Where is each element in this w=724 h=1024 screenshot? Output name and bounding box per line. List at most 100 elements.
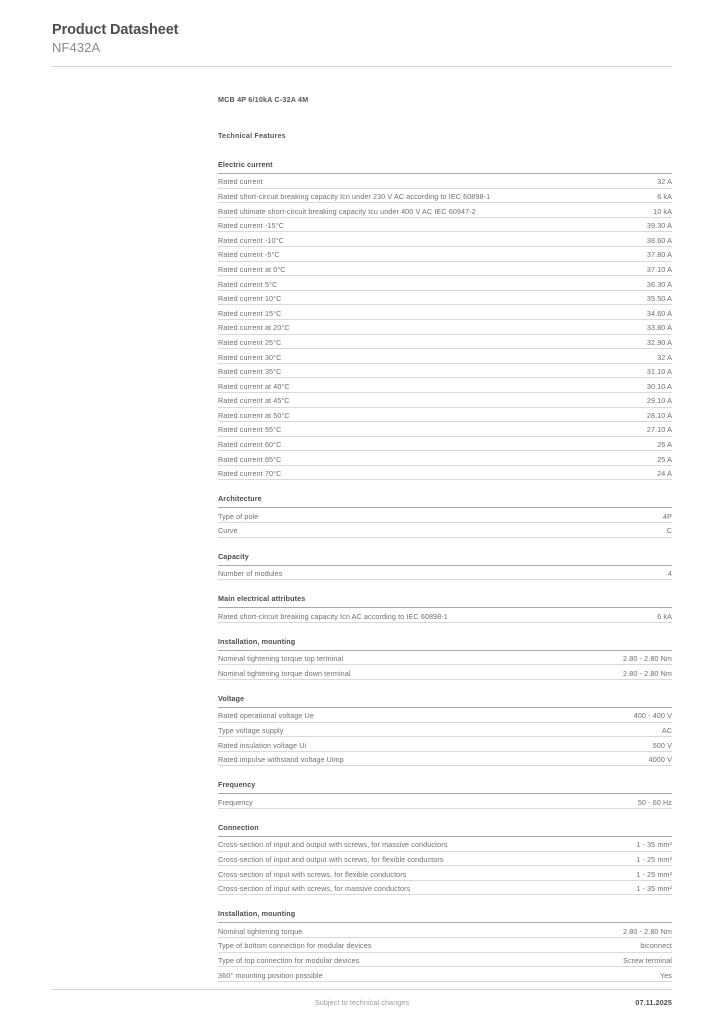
spec-label: Rated current 55°C — [218, 425, 282, 435]
spec-row: Nominal tightening torque down terminal 2… — [218, 665, 672, 681]
spec-section-heading: Installation, mounting — [218, 637, 672, 651]
spec-label: Nominal tightening torque top terminal — [218, 654, 344, 664]
spec-section: Electric current Rated current 32 A Rated s… — [218, 160, 672, 481]
spec-label: Rated current 70°C — [218, 469, 282, 479]
spec-section-heading: Voltage — [218, 694, 672, 709]
spec-value: 24 A — [657, 469, 672, 479]
spec-label: Cross-section of input and output with s… — [218, 854, 444, 864]
spec-value: 1 - 25 mm² — [636, 869, 672, 879]
spec-row: Rated current 35°C 31.10 A — [218, 364, 672, 379]
product-reference: NF432A — [52, 40, 101, 55]
spec-value: C — [666, 526, 672, 536]
spec-label: Rated current — [218, 177, 263, 187]
spec-value: 1 - 35 mm² — [636, 884, 672, 894]
spec-label: Type voltage supply — [218, 726, 284, 736]
spec-label: Rated current at 20°C — [218, 323, 290, 333]
spec-value: 30.10 A — [646, 381, 672, 391]
spec-row: Type voltage supply AC — [218, 723, 672, 738]
spec-row: Rated current at 20°C 33.80 A — [218, 320, 672, 335]
spec-value: 4000 V — [648, 755, 672, 765]
footer-divider — [52, 989, 672, 990]
spec-value: 32 A — [657, 177, 672, 187]
spec-label: Rated insulation voltage Ui — [218, 740, 307, 750]
spec-value: 500 V — [652, 740, 672, 750]
document-footer: Subject to technical changes 07.11.2025 — [52, 998, 672, 1012]
spec-section: Capacity Number of modules 4 — [218, 552, 672, 581]
spec-label: Rated current 5°C — [218, 279, 278, 289]
spec-section-heading: Connection — [218, 823, 672, 837]
spec-row: Nominal tightening torque top terminal 2.… — [218, 651, 672, 666]
spec-row: Cross-section of input with screws, for … — [218, 881, 672, 896]
spec-label: Rated short-circuit breaking capacity Ic… — [218, 611, 448, 621]
spec-label: Rated current 60°C — [218, 440, 282, 450]
spec-row: Rated current 10°C 35.50 A — [218, 291, 672, 306]
spec-value: 37.10 A — [646, 264, 672, 274]
spec-row: Rated current 30°C 32 A — [218, 349, 672, 364]
spec-value: 34.60 A — [646, 308, 672, 318]
spec-section: Connection Cross-section of input and out… — [218, 823, 672, 896]
spec-value: 1 - 35 mm² — [636, 840, 672, 850]
spec-label: Rated current 15°C — [218, 308, 282, 318]
spec-section: Installation, mounting Nominal tightening… — [218, 909, 672, 982]
spec-row: Rated current at 0°C 37.10 A — [218, 262, 672, 277]
footer-disclaimer: Subject to technical changes — [314, 998, 410, 1007]
spec-value: 32.90 A — [646, 337, 672, 347]
spec-row: Rated current at 40°C 30.10 A — [218, 378, 672, 393]
spec-value: biconnect — [640, 941, 672, 951]
spec-label: Rated current 10°C — [218, 294, 282, 304]
spec-label: Type of bottom connection for modular de… — [218, 941, 372, 951]
spec-value: 28.10 A — [646, 410, 672, 420]
header-divider — [52, 66, 672, 67]
spec-label: Rated current 65°C — [218, 454, 282, 464]
product-name: MCB 4P 6/10kA C-32A 4M — [218, 95, 309, 104]
spec-row: Rated current 60°C 26 A — [218, 437, 672, 452]
spec-section-heading: Frequency — [218, 780, 672, 795]
spec-row: Rated current -15°C 39.30 A — [218, 218, 672, 233]
spec-value: 38.60 A — [646, 235, 672, 245]
spec-label: Rated short-circuit breaking capacity Ic… — [218, 191, 491, 201]
spec-value: 35.50 A — [646, 294, 672, 304]
spec-label: Rated current at 50°C — [218, 410, 290, 420]
spec-label: Rated current -10°C — [218, 235, 284, 245]
spec-row: Rated current 32 A — [218, 174, 672, 189]
spec-value: 2.80 - 2.80 Nm — [623, 654, 672, 664]
spec-label: Rated operational voltage Ue — [218, 711, 314, 721]
spec-label: Rated current 35°C — [218, 367, 282, 377]
spec-label: 360° mounting position possible — [218, 970, 323, 980]
spec-value: Yes — [659, 970, 672, 980]
spec-sections: Electric current Rated current 32 A Rated s… — [218, 160, 672, 982]
spec-label: Frequency — [218, 797, 253, 807]
spec-label: Curve — [218, 526, 238, 536]
spec-value: 50 - 60 Hz — [637, 797, 672, 807]
spec-row: Rated impulse withstand voltage Uimp 4000… — [218, 752, 672, 767]
spec-section: Frequency Frequency 50 - 60 Hz — [218, 780, 672, 809]
spec-label: Rated current at 45°C — [218, 396, 290, 406]
spec-value: 37.80 A — [646, 250, 672, 260]
spec-value: 6 kA — [657, 611, 672, 621]
spec-label: Rated current at 0°C — [218, 264, 286, 274]
footer-date: 07.11.2025 — [635, 998, 672, 1007]
spec-value: 29.10 A — [646, 396, 672, 406]
spec-section-heading: Main electrical attributes — [218, 594, 672, 609]
spec-row: Curve C — [218, 523, 672, 538]
spec-value: 10 kA — [653, 206, 672, 216]
spec-value: 400 - 400 V — [633, 711, 672, 721]
spec-section: Architecture Type of pole 4P Curve C — [218, 494, 672, 538]
spec-label: Nominal tightening torque — [218, 926, 303, 936]
spec-value: 36.30 A — [646, 279, 672, 289]
spec-value: 25 A — [657, 454, 672, 464]
spec-row: Rated current at 50°C 28.10 A — [218, 408, 672, 423]
spec-label: Type of top connection for modular devic… — [218, 955, 360, 965]
spec-section-heading: Electric current — [218, 160, 672, 174]
spec-label: Cross-section of input and output with s… — [218, 840, 448, 850]
spec-row: Rated current 25°C 32.90 A — [218, 335, 672, 350]
spec-section: Main electrical attributes Rated short-ci… — [218, 594, 672, 623]
spec-value: 32 A — [657, 352, 672, 362]
spec-value: AC — [661, 726, 672, 736]
spec-value: 4P — [663, 511, 672, 521]
spec-label: Rated current 25°C — [218, 337, 282, 347]
spec-value: 26 A — [657, 440, 672, 450]
spec-label: Rated ultimate short-circuit breaking ca… — [218, 206, 476, 216]
spec-section-heading: Installation, mounting — [218, 909, 672, 924]
spec-row: Number of modules 4 — [218, 566, 672, 581]
